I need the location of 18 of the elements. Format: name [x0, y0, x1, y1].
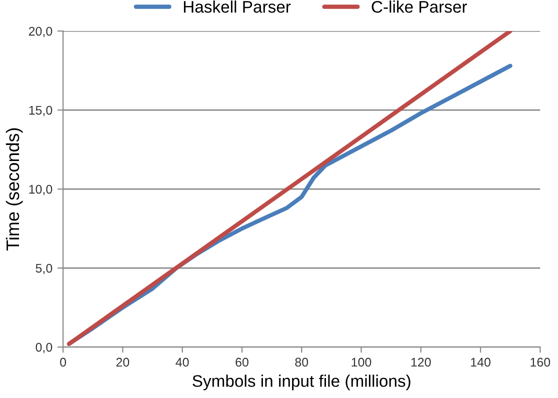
x-tick-label: 120: [411, 358, 431, 367]
y-tick-label: 10,0: [29, 184, 52, 196]
x-tick-label: 80: [295, 358, 308, 367]
y-axis-title: Time (seconds): [6, 128, 23, 251]
legend-label: C-like Parser: [372, 0, 467, 13]
y-tick-label: 20,0: [28, 26, 52, 38]
x-tick-label: 20: [116, 358, 130, 367]
x-tick-label: 140: [471, 358, 490, 367]
y-tick-label: 0,0: [36, 342, 52, 354]
y-tick-label: 5,0: [36, 264, 52, 274]
x-tick-label: 0: [60, 358, 66, 367]
x-tick-label: 100: [352, 358, 372, 367]
x-tick-label: 40: [176, 358, 189, 367]
legend-label: Haskell Parser: [184, 0, 291, 13]
x-tick-label: 60: [236, 358, 248, 367]
y-tick-label: 15,0: [29, 106, 52, 116]
x-axis-title: Symbols in input file (millions): [192, 374, 410, 390]
x-tick-label: 160: [530, 358, 550, 367]
